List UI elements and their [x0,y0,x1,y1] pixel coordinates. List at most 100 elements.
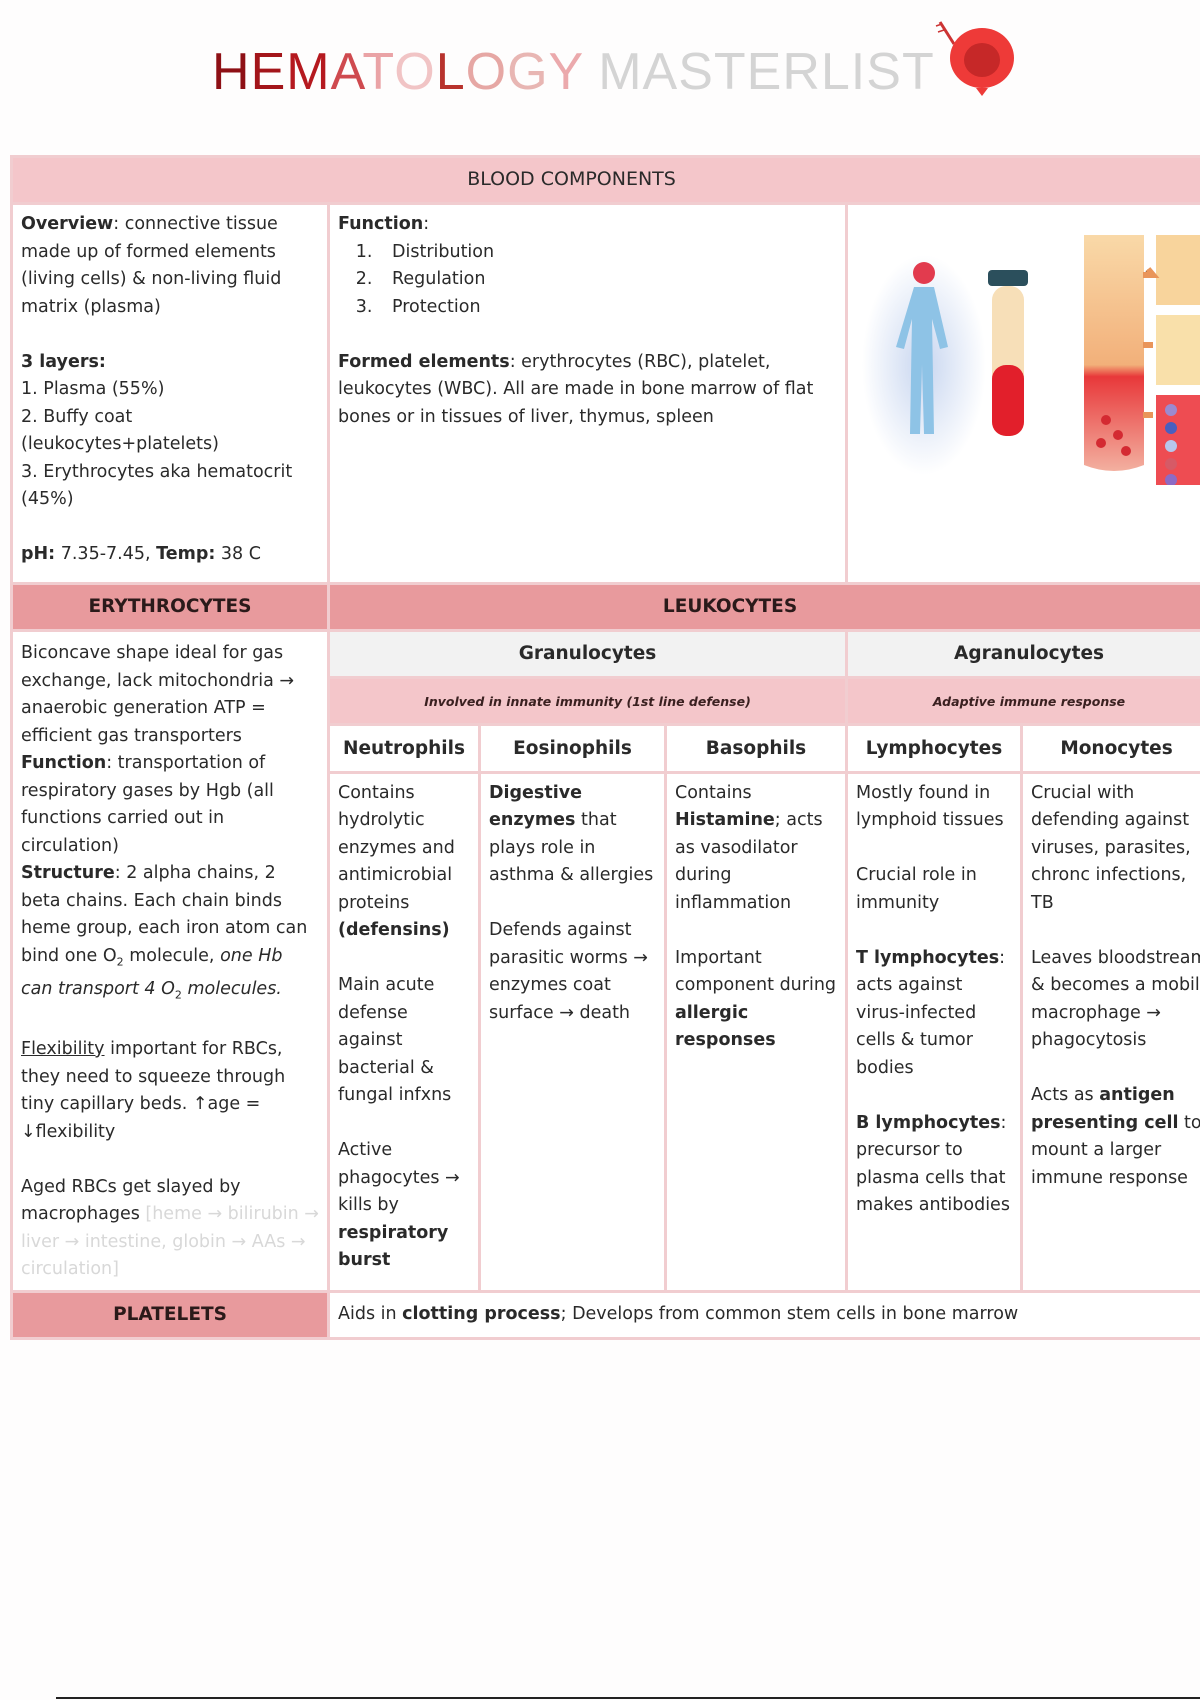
lymphocytes-header: Lymphocytes [845,723,1023,774]
paragraph: 1. Plasma (55%) [21,376,319,404]
text-segment: Flexibility [21,1039,105,1059]
text-segment: Important component during [675,947,837,996]
text-segment: 38 C [215,544,261,564]
paragraph: Leaves bloodstream & becomes a mobile ma… [1031,945,1200,1055]
text-segment: Main acute defense against bacterial & f… [338,975,452,1106]
paragraph: Contains Histamine; acts as vasodilator … [675,780,837,918]
text-segment: : precursor to plasma cells that makes a… [856,1112,1010,1216]
basophils-cell: Contains Histamine; acts as vasodilator … [664,770,848,1293]
text-segment: molecule, [123,945,221,966]
blood-diagram-cell [844,202,1200,585]
erythrocytes-cell: Biconcave shape ideal for gas exchange, … [10,629,330,1293]
function-list: Distribution Regulation Protection [338,239,837,322]
spacer [856,917,1012,945]
spacer [856,835,1012,863]
blood-composition-diagram [862,235,1200,486]
spacer [1031,917,1200,945]
text-segment: Aids in [338,1303,403,1324]
function-cell: Function: Distribution Regulation Protec… [327,202,848,585]
text-segment: to mount a larger immune response [1031,1112,1200,1188]
eosinophils-cell: Digestive enzymes that plays role in ast… [478,770,667,1293]
title-letter: H [212,43,251,101]
function-item: Distribution [378,239,837,267]
text-segment: Overview [21,214,114,234]
text-segment: antigen presenting cell [1031,1085,1179,1133]
monocytes-cell: Crucial with defending against viruses, … [1019,770,1200,1293]
text-segment: important for RBCs, they need to squeeze… [21,1039,286,1142]
paragraph: Acts as antigen presenting cell to mount… [1031,1082,1200,1192]
text-segment: respiratory burst [338,1222,449,1271]
text-segment: molecules. [181,978,282,999]
platelets-cell: Aids in clotting process; Develops from … [326,1289,1200,1340]
spacer [338,945,470,973]
spacer [21,321,319,349]
title-letter: T [362,43,395,101]
text-segment: : transportation of respiratory gases by… [21,753,274,856]
text-segment: Crucial role in immunity [856,865,977,913]
red-blood-cell-logo-icon [935,21,1014,96]
text-segment: 7.35-7.45, [55,544,157,564]
paragraph: Crucial role in immunity [856,862,1012,917]
page-title: HEMATOLOGY MASTERLIST [212,42,935,102]
text-segment: Crucial with defending against viruses, … [1031,782,1191,913]
text-segment: Mostly found in lymphoid tissues [856,782,1004,831]
text-segment: 3. Erythrocytes aka hematocrit (45%) [21,461,293,510]
paragraph: B lymphocytes: precursor to plasma cells… [856,1110,1012,1220]
function-item: Regulation [378,266,837,294]
title-letter: Y [548,43,585,101]
monocytes-title: Monocytes [1060,737,1173,759]
paragraph: Contains hydrolytic enzymes and antimicr… [338,780,470,945]
leukocytes-title: LEUKOCYTES [662,596,798,618]
basophils-header: Basophils [664,723,848,774]
text-segment: [heme → bilirubin → liver → intestine, g… [21,1204,319,1279]
title-letter: O [465,43,508,101]
text-segment: : acts against virus-infected cells & tu… [856,947,1006,1078]
paragraph: Aged RBCs get slayed by macrophages [hem… [21,1174,319,1284]
hematology-table: BLOOD COMPONENTS Overview: connective ti… [9,155,1200,1340]
blood-components-header: BLOOD COMPONENTS [9,155,1200,205]
paragraph: Structure: 2 alpha chains, 2 beta chains… [21,860,319,1009]
spacer [21,1009,319,1037]
text-segment: that plays role in asthma & allergies [489,810,654,886]
paragraph: Overview: connective tissue made up of f… [21,211,319,321]
text-segment: Structure [21,863,115,883]
title-letter: M [286,43,331,101]
text-segment: Active phagocytes → kills by [338,1140,460,1216]
lymphocytes-cell: Mostly found in lymphoid tissues Crucial … [845,770,1023,1293]
paragraph: Flexibility important for RBCs, they nee… [21,1036,319,1146]
paragraph: Digestive enzymes that plays role in ast… [489,780,656,890]
title-masterlist: MASTERLIST [598,43,935,101]
text-segment: 1. Plasma (55%) [21,379,165,399]
text-segment: Leaves bloodstream & becomes a mobile ma… [1031,947,1200,1051]
paragraph: Function: transportation of respiratory … [21,750,319,860]
text-segment: Acts as [1031,1085,1100,1106]
agranulocytes-header: Agranulocytes [844,628,1200,680]
paragraph: 3 layers: [21,349,319,377]
text-segment: 2. Buffy coat (leukocytes+platelets) [21,406,219,455]
paragraph: Aids in clotting process; Develops from … [338,1301,1200,1329]
text-segment: Biconcave shape ideal for gas exchange, … [21,643,295,746]
text-segment: one Hb can transport 4 O [21,945,283,999]
text-segment: : 2 alpha chains, 2 beta chains. Each ch… [21,863,308,966]
paragraph: Main acute defense against bacterial & f… [338,972,470,1110]
paragraph: Formed elements: erythrocytes (RBC), pla… [338,349,837,432]
spacer [21,1146,319,1174]
title-letter: G [507,43,549,101]
text-segment: Aged RBCs get slayed by macrophages [21,1176,241,1225]
eosinophils-header: Eosinophils [478,723,667,774]
paragraph: 3. Erythrocytes aka hematocrit (45%) [21,459,319,514]
agranulocytes-title: Agranulocytes [954,643,1105,665]
text-segment: : erythrocytes (RBC), platelet, leukocyt… [338,351,814,427]
text-segment: 3 layers: [21,351,106,372]
title-hematology: HEMATOLOGY [212,43,584,101]
text-segment: ; Develops from common stem cells in bon… [560,1303,1019,1324]
leukocytes-header: LEUKOCYTES [326,582,1200,632]
paragraph: Mostly found in lymphoid tissues [856,780,1012,835]
title-letter: L [435,43,466,101]
erythrocytes-header: ERYTHROCYTES [10,582,330,632]
platelets-header: PLATELETS [10,1289,330,1340]
neutrophils-header: Neutrophils [327,723,481,774]
granulocytes-header: Granulocytes [327,628,848,680]
spacer [1031,1055,1200,1083]
function-label: Function [338,214,424,234]
